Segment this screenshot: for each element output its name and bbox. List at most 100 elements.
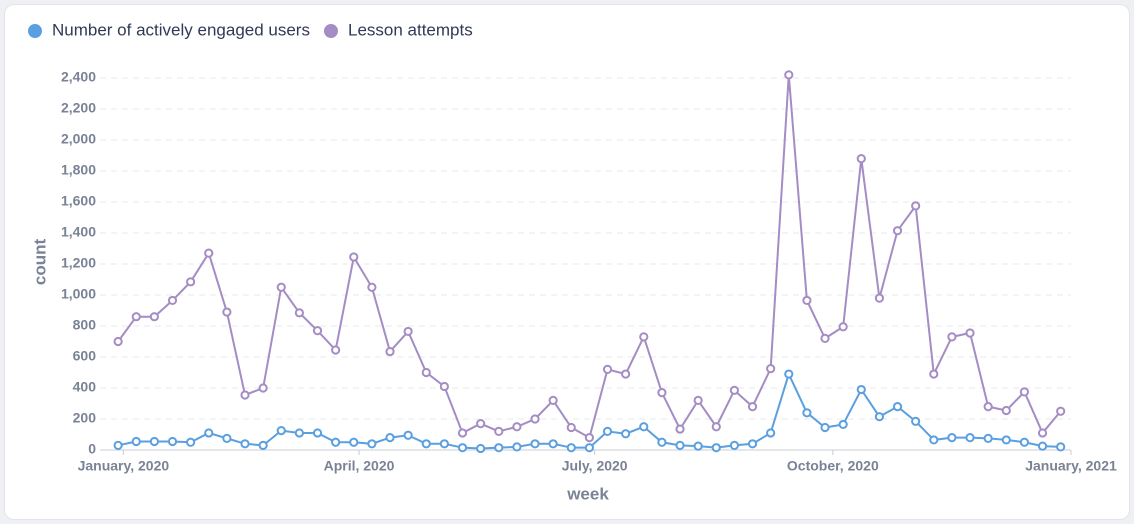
data-point <box>747 402 758 412</box>
data-point <box>892 402 903 412</box>
series-line <box>117 74 1062 440</box>
chart-card <box>4 4 1130 520</box>
data-point <box>693 441 703 451</box>
data-point <box>874 412 885 422</box>
x-axis-title: week <box>566 484 609 503</box>
data-point <box>1001 405 1011 416</box>
data-point <box>820 333 830 343</box>
data-point <box>602 426 613 436</box>
data-point <box>874 293 885 303</box>
data-point <box>276 282 286 292</box>
data-point <box>113 440 123 450</box>
data-point <box>602 364 613 374</box>
data-point <box>784 369 794 379</box>
data-point <box>892 226 903 236</box>
data-point <box>349 252 359 262</box>
data-point <box>530 439 540 449</box>
data-point <box>911 416 921 426</box>
data-point <box>258 440 268 450</box>
data-point <box>693 395 703 405</box>
data-point <box>258 383 268 393</box>
data-point <box>494 426 504 436</box>
data-point <box>294 308 304 318</box>
data-point <box>983 402 993 412</box>
data-point <box>222 307 232 317</box>
data-point <box>784 70 794 80</box>
data-point <box>929 435 939 445</box>
data-point <box>766 364 776 374</box>
data-point <box>1019 387 1030 397</box>
data-point <box>566 443 576 453</box>
data-point <box>367 439 377 449</box>
data-point <box>167 295 178 306</box>
data-point <box>820 422 830 433</box>
data-point <box>512 442 522 452</box>
data-point <box>476 443 486 454</box>
data-point <box>947 332 957 342</box>
data-point <box>1056 442 1066 452</box>
data-point <box>149 436 159 447</box>
y-tick-label: 400 <box>73 379 97 395</box>
data-point <box>222 433 232 443</box>
data-point <box>548 395 558 405</box>
data-point <box>729 385 740 395</box>
data-point <box>657 437 667 447</box>
data-point <box>929 369 939 379</box>
data-point <box>1001 435 1011 445</box>
data-point <box>403 430 413 440</box>
data-point <box>240 439 250 449</box>
data-point <box>983 433 993 443</box>
data-point <box>421 439 431 449</box>
y-tick-label: 800 <box>73 317 97 333</box>
data-point <box>167 436 178 447</box>
data-point <box>675 424 685 434</box>
x-tick-label: October, 2020 <box>787 458 879 474</box>
y-tick-label: 200 <box>73 410 97 426</box>
data-point <box>113 336 123 347</box>
data-point <box>838 322 848 332</box>
y-tick-label: 1,200 <box>61 255 96 271</box>
y-tick-label: 2,400 <box>61 69 96 85</box>
data-point <box>186 437 196 447</box>
data-point <box>965 328 975 338</box>
data-point <box>457 443 468 453</box>
data-point <box>1037 441 1048 451</box>
data-point <box>675 440 685 450</box>
data-point <box>657 388 667 398</box>
data-point <box>349 437 359 447</box>
data-point <box>276 426 286 436</box>
y-axis-title: count <box>30 239 49 286</box>
x-tick-label: April, 2020 <box>324 458 395 474</box>
data-point <box>1019 437 1030 447</box>
data-point <box>747 439 758 449</box>
legend-marker <box>28 24 42 38</box>
x-tick-label: January, 2021 <box>1025 458 1117 474</box>
data-point <box>766 428 776 438</box>
legend-label: Lesson attempts <box>348 20 473 39</box>
data-point <box>312 428 323 438</box>
data-point <box>584 433 594 443</box>
data-point <box>312 326 323 336</box>
data-point <box>494 443 504 453</box>
data-point <box>802 295 812 306</box>
y-tick-label: 1,800 <box>61 162 96 178</box>
y-tick-label: 2,200 <box>61 100 96 116</box>
data-point <box>186 277 196 287</box>
y-tick-label: 1,000 <box>61 286 96 302</box>
data-point <box>548 439 558 449</box>
data-point <box>240 390 250 400</box>
data-point <box>566 422 576 433</box>
y-tick-label: 0 <box>88 441 96 457</box>
data-point <box>457 428 468 438</box>
data-point <box>385 346 395 357</box>
y-tick-label: 600 <box>73 348 97 364</box>
data-point <box>856 384 866 395</box>
data-point <box>149 312 159 322</box>
data-point <box>439 381 449 392</box>
data-point <box>204 248 214 258</box>
data-point <box>403 326 413 337</box>
data-point <box>385 433 395 443</box>
legend-label: Number of actively engaged users <box>52 20 310 39</box>
data-point <box>947 433 957 443</box>
